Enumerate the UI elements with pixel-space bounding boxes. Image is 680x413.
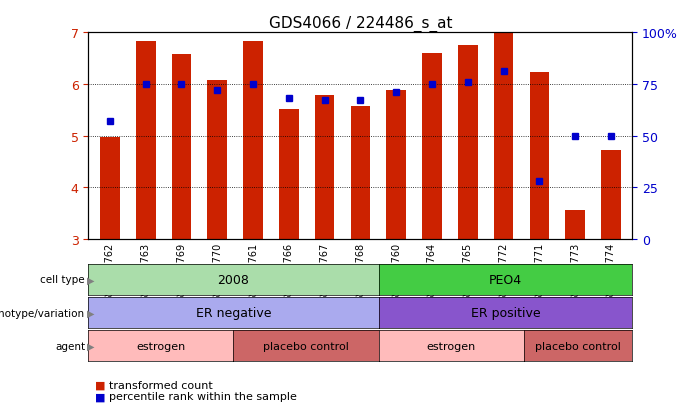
Text: ▶: ▶ bbox=[87, 308, 95, 318]
Text: PEO4: PEO4 bbox=[489, 273, 522, 286]
Bar bbox=[565, 211, 585, 240]
Text: agent: agent bbox=[55, 341, 85, 351]
Text: transformed count: transformed count bbox=[109, 380, 213, 390]
Bar bbox=[243, 43, 263, 240]
Bar bbox=[422, 54, 442, 240]
Text: percentile rank within the sample: percentile rank within the sample bbox=[109, 392, 296, 401]
Title: GDS4066 / 224486_s_at: GDS4066 / 224486_s_at bbox=[269, 16, 452, 32]
Text: ▶: ▶ bbox=[87, 341, 95, 351]
Bar bbox=[279, 109, 299, 240]
Text: ■: ■ bbox=[95, 380, 105, 390]
Bar bbox=[530, 74, 549, 240]
Bar bbox=[136, 43, 156, 240]
Bar bbox=[458, 46, 477, 240]
Text: genotype/variation: genotype/variation bbox=[0, 308, 85, 318]
Text: ER positive: ER positive bbox=[471, 306, 541, 319]
Bar bbox=[494, 33, 513, 240]
Text: estrogen: estrogen bbox=[136, 341, 186, 351]
Text: ER negative: ER negative bbox=[196, 306, 271, 319]
Text: placebo control: placebo control bbox=[263, 341, 349, 351]
Bar bbox=[386, 91, 406, 240]
Bar bbox=[171, 55, 191, 240]
Text: ■: ■ bbox=[95, 392, 105, 401]
Text: cell type: cell type bbox=[40, 275, 85, 285]
Bar bbox=[100, 138, 120, 240]
Bar bbox=[351, 107, 370, 240]
Bar bbox=[315, 96, 335, 240]
Text: placebo control: placebo control bbox=[535, 341, 621, 351]
Bar bbox=[207, 81, 227, 240]
Text: 2008: 2008 bbox=[218, 273, 250, 286]
Bar bbox=[601, 150, 621, 240]
Text: ▶: ▶ bbox=[87, 275, 95, 285]
Text: estrogen: estrogen bbox=[426, 341, 476, 351]
